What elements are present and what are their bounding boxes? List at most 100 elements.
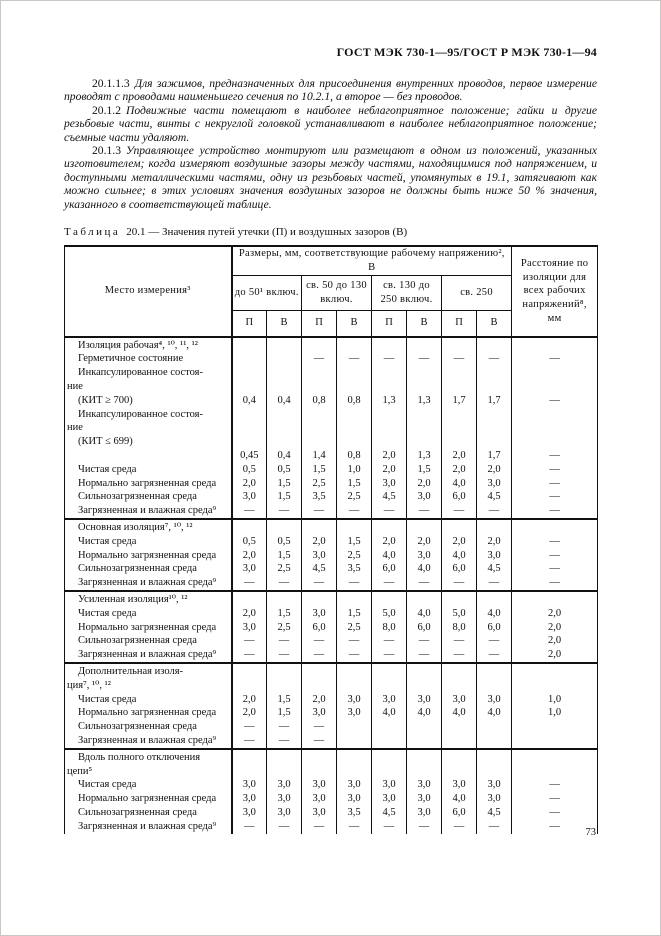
col-header-voltage-130-250: св. 130 до 250 включ. [371, 275, 442, 311]
empty-cell [441, 747, 477, 779]
value-cell: 4,5 [301, 562, 337, 577]
value-cell: 4,0 [475, 606, 512, 621]
value-cell: 4,5 [475, 562, 512, 577]
value-cell: 0,8 [336, 393, 372, 408]
value-cell: 4,0 [441, 792, 477, 806]
value-cell: — [301, 634, 337, 649]
value-cell: — [511, 576, 598, 591]
value-cell [441, 720, 477, 734]
empty-cell [406, 518, 442, 535]
col-header-p: П [371, 310, 407, 338]
empty-cell [230, 661, 267, 693]
leakage-paths-table: Место измерения³ Размеры, мм, соответств… [64, 245, 599, 834]
value-cell: 0,5 [230, 462, 267, 477]
value-cell: — [266, 634, 302, 649]
header-row-1: Место измерения³ Размеры, мм, соответств… [64, 246, 598, 338]
paragraph-20-1-1-3: 20.1.1.3 Для зажимов, предназначенных для… [64, 77, 597, 104]
empty-cell [371, 335, 407, 353]
section-header-label: Усиленная изоляция¹⁰, ¹² [64, 590, 232, 607]
value-cell: 2,0 [371, 534, 407, 549]
value-cell [511, 366, 598, 394]
table-row: Чистая среда 0,5 0,5 2,0 1,5 2,0 2,0 2,0 2,0— [65, 534, 598, 549]
value-cell: 2,0 [511, 648, 598, 663]
value-cell: 0,5 [230, 534, 267, 549]
table-row: Чистая среда 2,0 1,5 2,0 3,0 3,0 3,0 3,0 3,0 1,0 [65, 692, 598, 707]
value-cell: — [406, 648, 442, 663]
value-cell: 3,0 [301, 778, 337, 793]
value-cell: 0,5 [266, 462, 302, 477]
value-cell: 4,0 [371, 548, 407, 563]
value-cell: — [475, 648, 512, 663]
value-cell: 2,0 [511, 634, 598, 649]
value-cell: — [371, 648, 407, 663]
value-cell: 3,0 [371, 476, 407, 491]
col-header-distance: Расстояние по изоляции для всех рабочих … [511, 246, 598, 338]
empty-cell [371, 518, 407, 535]
value-cell: — [336, 648, 372, 663]
empty-cell [511, 747, 598, 779]
value-cell: — [511, 778, 598, 793]
value-cell: — [336, 352, 372, 367]
value-cell: 1,0 [336, 462, 372, 477]
value-cell: 2,0 [511, 620, 598, 635]
value-cell: 3,0 [230, 805, 267, 820]
value-cell [406, 733, 442, 749]
clause-text: Подвижные части помещают в наиболее небл… [64, 103, 597, 144]
value-cell: 4,5 [475, 805, 512, 820]
value-cell: 8,0 [371, 620, 407, 635]
value-cell [230, 407, 267, 436]
value-cell: 3,0 [406, 792, 442, 806]
value-cell: 3,0 [406, 490, 442, 505]
col-header-v: В [266, 310, 302, 338]
value-cell: 4,0 [441, 548, 477, 563]
value-cell: 3,0 [406, 805, 442, 820]
value-cell: — [230, 576, 267, 591]
row-label: Сильнозагрязненная среда [78, 563, 197, 575]
empty-cell [266, 590, 302, 607]
row-label: Чистая среда [78, 607, 137, 619]
value-cell: — [301, 819, 337, 834]
empty-cell [371, 747, 407, 779]
table-row: Нормально загрязненная среда 3,0 2,5 6,0 2,5… [65, 620, 598, 635]
value-cell: 2,0 [406, 534, 442, 549]
value-cell: 1,0 [511, 706, 598, 721]
row-label: Нормально загрязненная среда [78, 477, 217, 489]
value-cell: 2,0 [230, 548, 267, 563]
col-header-voltage-50-130: св. 50 до 130 включ. [301, 275, 372, 311]
value-cell [371, 366, 407, 394]
row-label: Чистая среда [78, 535, 137, 547]
value-cell: 3,0 [475, 548, 512, 563]
row-label: Сильнозагрязненная среда [78, 806, 197, 818]
paragraph-20-1-2: 20.1.2 Подвижные части помещают в наиболе… [64, 104, 597, 144]
empty-cell [301, 661, 337, 693]
table-row: Нормально загрязненная среда 2,0 1,5 3,0 3,0… [65, 706, 598, 721]
value-cell: — [475, 352, 512, 367]
value-cell [336, 407, 372, 436]
value-cell: 3,0 [475, 692, 512, 707]
row-label: Сильнозагрязненная среда [78, 721, 197, 733]
value-cell: 3,0 [266, 805, 302, 820]
value-cell [230, 366, 267, 394]
section-header-label: Вдоль полного отключения цепи⁵ [64, 747, 232, 779]
value-cell: 1,7 [441, 393, 477, 408]
table-row: Нормально загрязненная среда 2,0 1,5 3,0 2,5… [65, 548, 598, 563]
value-cell [441, 366, 477, 394]
table-row: Загрязненная и влажная среда⁹ — — — — — — — — — [65, 576, 598, 591]
value-cell [371, 435, 407, 450]
empty-cell [441, 590, 477, 607]
empty-cell [301, 518, 337, 535]
value-cell: 2,0 [475, 462, 512, 477]
value-cell: 2,0 [230, 706, 267, 721]
value-cell: 2,0 [441, 449, 477, 463]
value-cell: 6,0 [406, 620, 442, 635]
value-cell [475, 407, 512, 436]
row-label: (КИТ ≥ 700) [78, 394, 133, 406]
row-label: Сильнозагрязненная среда [78, 635, 197, 647]
value-cell: 2,0 [230, 692, 267, 707]
value-cell: 3,0 [301, 792, 337, 806]
value-cell: — [301, 504, 337, 520]
value-cell: 3,0 [230, 562, 267, 577]
value-cell [475, 720, 512, 734]
value-cell: — [230, 648, 267, 663]
